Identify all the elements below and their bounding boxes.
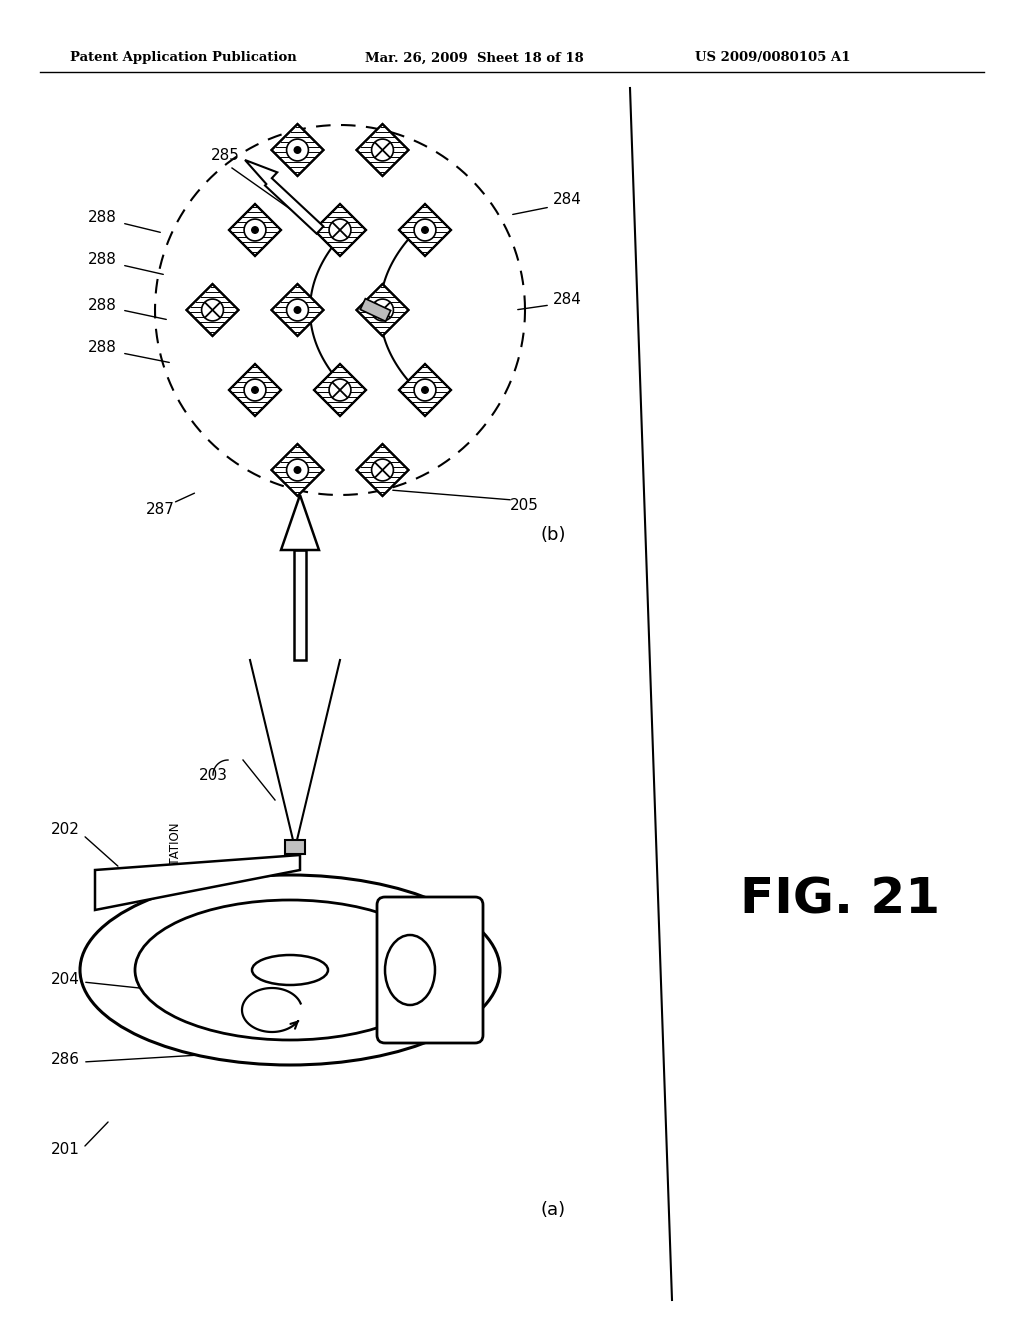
Polygon shape <box>314 205 366 256</box>
Text: 202: 202 <box>51 822 80 837</box>
Polygon shape <box>229 205 281 256</box>
Circle shape <box>422 387 428 393</box>
Text: 287: 287 <box>145 503 174 517</box>
Circle shape <box>422 227 428 234</box>
Polygon shape <box>271 124 324 176</box>
Bar <box>285 840 305 854</box>
Ellipse shape <box>252 954 328 985</box>
Text: 284: 284 <box>553 293 582 308</box>
Polygon shape <box>399 364 451 416</box>
Polygon shape <box>356 444 409 496</box>
Circle shape <box>329 219 351 242</box>
Circle shape <box>252 387 258 393</box>
Circle shape <box>329 379 351 401</box>
Circle shape <box>414 219 436 242</box>
Circle shape <box>294 467 301 474</box>
Ellipse shape <box>135 900 445 1040</box>
Polygon shape <box>399 205 451 256</box>
Polygon shape <box>271 284 324 337</box>
Bar <box>294 550 306 660</box>
FancyBboxPatch shape <box>377 898 483 1043</box>
Text: 286: 286 <box>51 1052 80 1068</box>
Polygon shape <box>356 284 409 337</box>
Text: Mar. 26, 2009  Sheet 18 of 18: Mar. 26, 2009 Sheet 18 of 18 <box>365 51 584 65</box>
Circle shape <box>294 147 301 153</box>
Polygon shape <box>281 495 319 550</box>
Text: 288: 288 <box>88 341 117 355</box>
Text: 203: 203 <box>199 767 228 783</box>
Text: (b): (b) <box>540 525 565 544</box>
Circle shape <box>287 459 308 480</box>
Text: Patent Application Publication: Patent Application Publication <box>70 51 297 65</box>
Text: 205: 205 <box>510 498 539 512</box>
Circle shape <box>372 459 393 480</box>
Circle shape <box>202 300 223 321</box>
Circle shape <box>287 139 308 161</box>
Polygon shape <box>271 444 324 496</box>
Text: 285: 285 <box>211 148 240 162</box>
Text: ROTATION: ROTATION <box>168 820 180 879</box>
Circle shape <box>294 306 301 313</box>
Circle shape <box>244 219 266 242</box>
Text: 201: 201 <box>51 1143 80 1158</box>
Text: FIG. 21: FIG. 21 <box>740 876 940 924</box>
Polygon shape <box>229 364 281 416</box>
Text: 288: 288 <box>88 252 117 268</box>
Polygon shape <box>314 364 366 416</box>
Text: 204: 204 <box>51 973 80 987</box>
Polygon shape <box>95 855 300 909</box>
Circle shape <box>244 379 266 401</box>
Polygon shape <box>356 124 409 176</box>
Text: US 2009/0080105 A1: US 2009/0080105 A1 <box>695 51 851 65</box>
Text: 284: 284 <box>553 193 582 207</box>
Circle shape <box>252 227 258 234</box>
Text: 288: 288 <box>88 210 117 226</box>
Ellipse shape <box>80 875 500 1065</box>
Text: 288: 288 <box>88 297 117 313</box>
Circle shape <box>372 139 393 161</box>
Ellipse shape <box>385 935 435 1005</box>
Polygon shape <box>186 284 239 337</box>
Text: (a): (a) <box>540 1201 565 1218</box>
Circle shape <box>414 379 436 401</box>
Circle shape <box>287 300 308 321</box>
Circle shape <box>372 300 393 321</box>
Polygon shape <box>360 298 391 321</box>
Polygon shape <box>245 160 324 234</box>
